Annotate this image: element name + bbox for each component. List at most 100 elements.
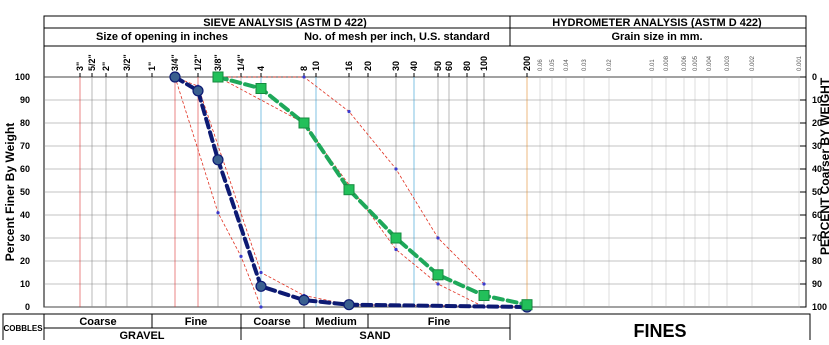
x-tick-label: 3/8" bbox=[213, 54, 223, 71]
data-point-circle bbox=[169, 71, 181, 83]
hydro-tick-label: 0.05 bbox=[550, 59, 556, 71]
hydro-tick-label: 0.003 bbox=[725, 55, 731, 71]
hydro-tick-label: 0.03 bbox=[582, 59, 588, 71]
y-tick-label-right: 30 bbox=[812, 141, 822, 151]
soil-sand-medium: Medium bbox=[315, 316, 357, 328]
y-tick-label-right: 10 bbox=[812, 95, 822, 105]
x-tick-label: 20 bbox=[363, 61, 373, 71]
soil-sand: SAND bbox=[359, 330, 390, 340]
spec-envelope-point bbox=[302, 75, 306, 79]
hydro-tick-label: 0.002 bbox=[750, 55, 756, 71]
x-tick-label: 5/2" bbox=[87, 54, 97, 71]
spec-envelope-point bbox=[394, 167, 398, 171]
y-tick-label-right: 60 bbox=[812, 210, 822, 220]
x-tick-label: 40 bbox=[409, 61, 419, 71]
y-axis-title-right: PERCENT Coarser BY WEIGHT bbox=[818, 77, 829, 255]
spec-envelope-point bbox=[347, 109, 351, 114]
y-tick-label-left: 80 bbox=[20, 118, 30, 128]
x-tick-label: 200 bbox=[522, 56, 532, 71]
y-tick-label-right: 90 bbox=[812, 279, 822, 289]
y-tick-label-right: 0 bbox=[812, 72, 817, 82]
y-axis-title-left: Percent Finer By Weight bbox=[3, 123, 17, 261]
soil-gravel: GRAVEL bbox=[119, 330, 164, 340]
x-tick-label: 4 bbox=[256, 66, 266, 71]
data-point-square bbox=[478, 290, 490, 301]
data-point-circle bbox=[212, 154, 224, 166]
data-point-square bbox=[298, 117, 310, 129]
hydro-tick-label: 0.004 bbox=[707, 55, 713, 71]
gradation-line bbox=[216, 75, 529, 307]
header-frame bbox=[43, 15, 807, 47]
hydro-tick-label: 0.008 bbox=[664, 55, 670, 71]
soil-fines: FINES bbox=[633, 321, 686, 340]
spec-envelope-point bbox=[216, 211, 220, 215]
data-point-square bbox=[212, 71, 224, 83]
y-tick-label-right: 70 bbox=[812, 233, 822, 243]
grid-layer bbox=[44, 76, 806, 308]
spec-envelope-point bbox=[259, 270, 263, 275]
y-tick-label-right: 80 bbox=[812, 256, 822, 266]
soil-sand-coarse: Coarse bbox=[253, 316, 290, 328]
x-tick-label: 1" bbox=[147, 62, 157, 71]
hydro-tick-label: 0.005 bbox=[693, 55, 699, 71]
x-tick-label: 16 bbox=[344, 61, 354, 71]
hydro-tick-label: 0.001 bbox=[797, 55, 803, 71]
hydro-tick-label: 0.006 bbox=[682, 55, 688, 71]
data-point-circle bbox=[343, 299, 355, 311]
hydro-subtitle: Grain size in mm. bbox=[611, 31, 702, 43]
y-tick-label-left: 30 bbox=[20, 233, 30, 243]
x-tick-label: 60 bbox=[444, 61, 454, 71]
y-tick-label-left: 10 bbox=[20, 279, 30, 289]
spec-envelope-line bbox=[174, 76, 262, 308]
y-tick-label-left: 20 bbox=[20, 256, 30, 266]
y-tick-label-right: 20 bbox=[812, 118, 822, 128]
y-tick-label-right: 50 bbox=[812, 187, 822, 197]
hydro-tick-label: 0.01 bbox=[650, 59, 656, 71]
series-layer bbox=[169, 71, 533, 313]
y-tick-label-left: 50 bbox=[20, 187, 30, 197]
soil-cobbles: COBBLES bbox=[3, 324, 43, 333]
x-tick-label: 1/4" bbox=[236, 54, 246, 71]
soil-sand-fine: Fine bbox=[428, 316, 451, 328]
spec-envelope-point bbox=[482, 282, 486, 286]
hydro-tick-label: 0.04 bbox=[564, 59, 570, 71]
y-tick-label-left: 60 bbox=[20, 164, 30, 174]
data-point-circle bbox=[192, 85, 204, 97]
spec-envelope-point bbox=[259, 305, 263, 309]
x-tick-label: 3/2" bbox=[122, 54, 132, 71]
soil-gravel-coarse: Coarse bbox=[79, 316, 116, 328]
sieve-right-subtitle: No. of mesh per inch, U.S. standard bbox=[304, 31, 490, 43]
spec-envelope-point bbox=[239, 254, 243, 258]
x-tick-label: 1/2" bbox=[193, 54, 203, 71]
x-tick-label: 2" bbox=[101, 62, 111, 71]
data-point-square bbox=[390, 232, 402, 244]
y-tick-label-left: 0 bbox=[25, 302, 30, 312]
data-point-circle bbox=[255, 280, 267, 292]
spec-envelope-line bbox=[217, 76, 485, 308]
y-axis-layer: 100 0 90 10 80 20 70 30 60 40 50 50 40 60 30 70 20 80 10 90… bbox=[15, 72, 827, 312]
y-tick-label-left: 90 bbox=[20, 95, 30, 105]
sieve-left-subtitle: Size of opening in inches bbox=[96, 31, 228, 43]
hydro-tick-label: 0.06 bbox=[538, 59, 544, 71]
x-axis-layer: 3" 5/2" 2" 3/2" 1" 3/4" 1/2" 3/8" 1/4" 4 8 10 16 20 30… bbox=[75, 54, 803, 77]
y-tick-label-left: 40 bbox=[20, 210, 30, 220]
y-tick-label-right: 40 bbox=[812, 164, 822, 174]
x-tick-label: 10 bbox=[311, 61, 321, 71]
x-tick-label: 80 bbox=[462, 61, 472, 71]
x-tick-label: 30 bbox=[391, 61, 401, 71]
hydro-title: HYDROMETER ANALYSIS (ASTM D 422) bbox=[552, 17, 762, 29]
hydro-tick-label: 0.02 bbox=[607, 59, 613, 71]
x-tick-label: 3" bbox=[75, 62, 85, 71]
spec-envelope-point bbox=[436, 282, 440, 286]
data-point-circle bbox=[298, 294, 310, 306]
y-tick-label-left: 100 bbox=[15, 72, 30, 82]
soil-gravel-fine: Fine bbox=[185, 316, 208, 328]
spec-envelope-point bbox=[394, 247, 398, 252]
x-tick-label: 8 bbox=[299, 66, 309, 71]
data-point-square bbox=[521, 299, 533, 311]
x-tick-label: 100 bbox=[479, 56, 489, 71]
data-point-square bbox=[255, 83, 267, 94]
spec-envelope-point bbox=[436, 236, 440, 240]
